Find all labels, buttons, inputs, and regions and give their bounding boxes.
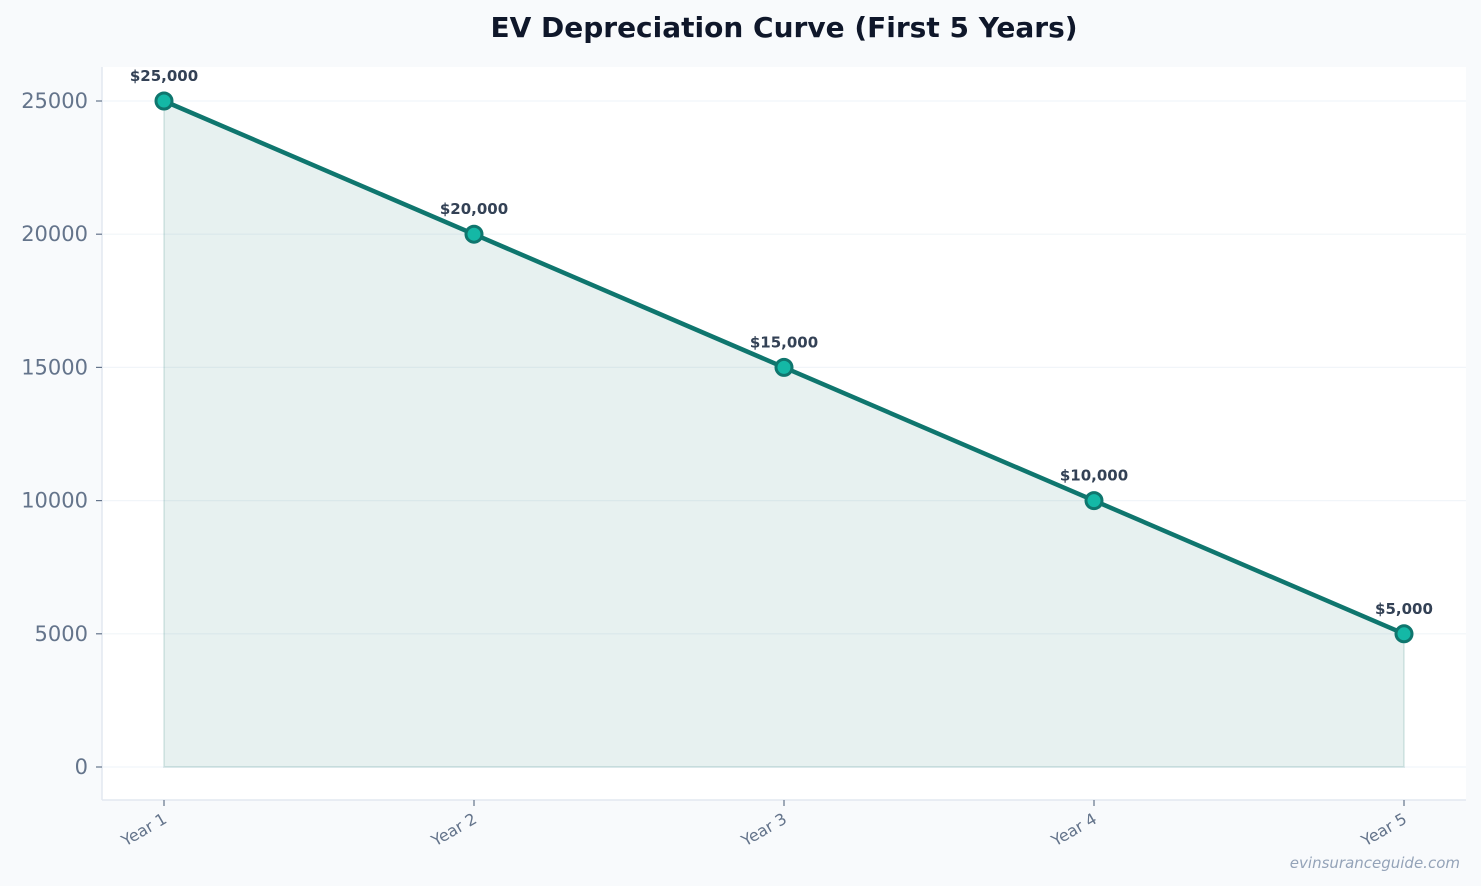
- y-tick-label: 25000: [21, 89, 88, 113]
- data-label: $15,000: [750, 333, 818, 351]
- y-tick-label: 0: [75, 755, 88, 779]
- y-tick-label: 10000: [21, 489, 88, 513]
- data-labels: $25,000 $20,000 $15,000 $10,000 $5,000: [130, 67, 1433, 618]
- data-points: [154, 91, 1414, 644]
- watermark-text: evinsuranceguide.com: [1290, 854, 1460, 872]
- data-point: [464, 224, 484, 244]
- y-axis-ticks: 0 5000 10000 15000 20000 25000: [21, 89, 102, 779]
- data-label: $20,000: [440, 200, 508, 218]
- plot-area: [102, 67, 1466, 800]
- data-point: [774, 357, 794, 377]
- y-tick-label: 20000: [21, 222, 88, 246]
- data-point: [154, 91, 174, 111]
- data-label: $10,000: [1060, 467, 1128, 485]
- data-label: $5,000: [1375, 600, 1433, 618]
- gridlines: [102, 100, 1466, 768]
- data-point: [1394, 624, 1414, 644]
- data-label: $25,000: [130, 67, 198, 85]
- data-point: [1084, 491, 1104, 511]
- y-tick-label: 15000: [21, 355, 88, 379]
- y-tick-label: 5000: [35, 622, 88, 646]
- chart-title: EV Depreciation Curve (First 5 Years): [490, 11, 1077, 44]
